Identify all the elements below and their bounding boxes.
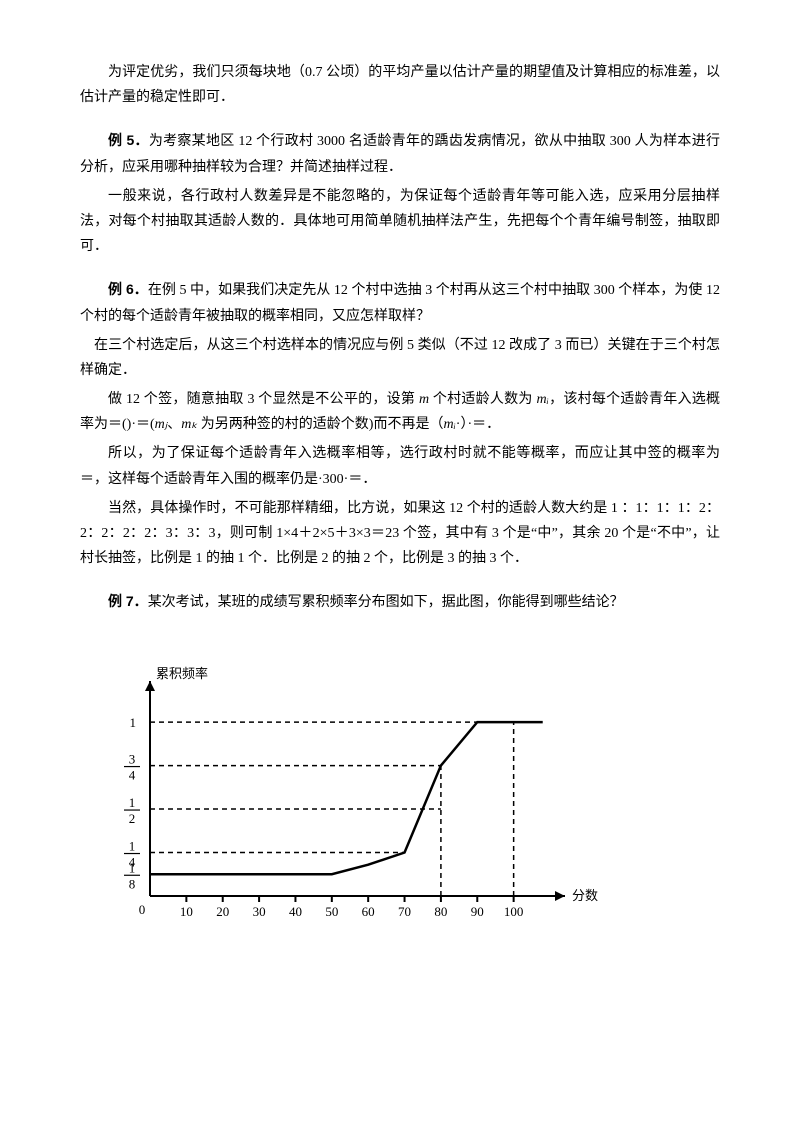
ex5-text: 为考察某地区 12 个行政村 3000 名适龄青年的踽齿发病情况，欲从中抽取 3… [80, 134, 720, 174]
ex6-label: 例 6． [108, 281, 148, 297]
svg-text:50: 50 [325, 904, 338, 919]
svg-text:累积频率: 累积频率 [156, 666, 208, 681]
svg-text:40: 40 [289, 904, 302, 919]
ex5-label: 例 5． [108, 132, 149, 148]
svg-text:90: 90 [471, 904, 484, 919]
ex6-sol4: 当然，具体操作时，不可能那样精细，比方说，如果这 12 个村的适龄人数大约是 1… [80, 496, 720, 572]
svg-text:4: 4 [129, 854, 136, 869]
ex7-label: 例 7． [108, 593, 148, 609]
ex6-sol1: 在三个村选定后，从这三个村选样本的情况应与例 5 类似（不过 12 改成了 3 … [80, 333, 720, 383]
cumulative-frequency-chart: 102030405060708090100181412341分数累积频率0 [80, 646, 720, 936]
svg-text:1: 1 [129, 795, 136, 810]
svg-text:80: 80 [434, 904, 447, 919]
ex5-sol1: 一般来说，各行政村人数差异是不能忽略的，为保证每个适龄青年等可能入选，应采用分层… [80, 184, 720, 260]
ex7-prompt: 例 7．某次考试，某班的成绩写累积频率分布图如下，据此图，你能得到哪些结论？ [80, 589, 720, 615]
svg-text:70: 70 [398, 904, 411, 919]
ex6-text: 在例 5 中，如果我们决定先从 12 个村中选抽 3 个村再从这三个村中抽取 3… [80, 283, 720, 323]
svg-text:10: 10 [180, 904, 193, 919]
ex6-sol2: 做 12 个签，随意抽取 3 个显然是不公平的，设第 m 个村适龄人数为 mᵢ，… [80, 387, 720, 437]
svg-text:8: 8 [129, 876, 136, 891]
svg-text:分数: 分数 [572, 888, 598, 903]
svg-text:60: 60 [362, 904, 375, 919]
ex6-prompt: 例 6．在例 5 中，如果我们决定先从 12 个村中选抽 3 个村再从这三个村中… [80, 277, 720, 328]
svg-text:20: 20 [216, 904, 229, 919]
svg-text:100: 100 [504, 904, 524, 919]
svg-text:30: 30 [253, 904, 266, 919]
svg-text:1: 1 [130, 715, 137, 730]
svg-text:0: 0 [139, 902, 146, 917]
svg-text:2: 2 [129, 811, 136, 826]
ex7-text: 某次考试，某班的成绩写累积频率分布图如下，据此图，你能得到哪些结论？ [148, 595, 624, 610]
intro-para: 为评定优劣，我们只须每块地（0.7 公顷）的平均产量以估计产量的期望值及计算相应… [80, 60, 720, 110]
svg-text:1: 1 [129, 838, 136, 853]
svg-text:3: 3 [129, 751, 136, 766]
svg-text:4: 4 [129, 767, 136, 782]
ex6-sol3: 所以，为了保证每个适龄青年入选概率相等，选行政村时就不能等概率，而应让其中签的概… [80, 441, 720, 491]
ex5-prompt: 例 5．为考察某地区 12 个行政村 3000 名适龄青年的踽齿发病情况，欲从中… [80, 128, 720, 179]
